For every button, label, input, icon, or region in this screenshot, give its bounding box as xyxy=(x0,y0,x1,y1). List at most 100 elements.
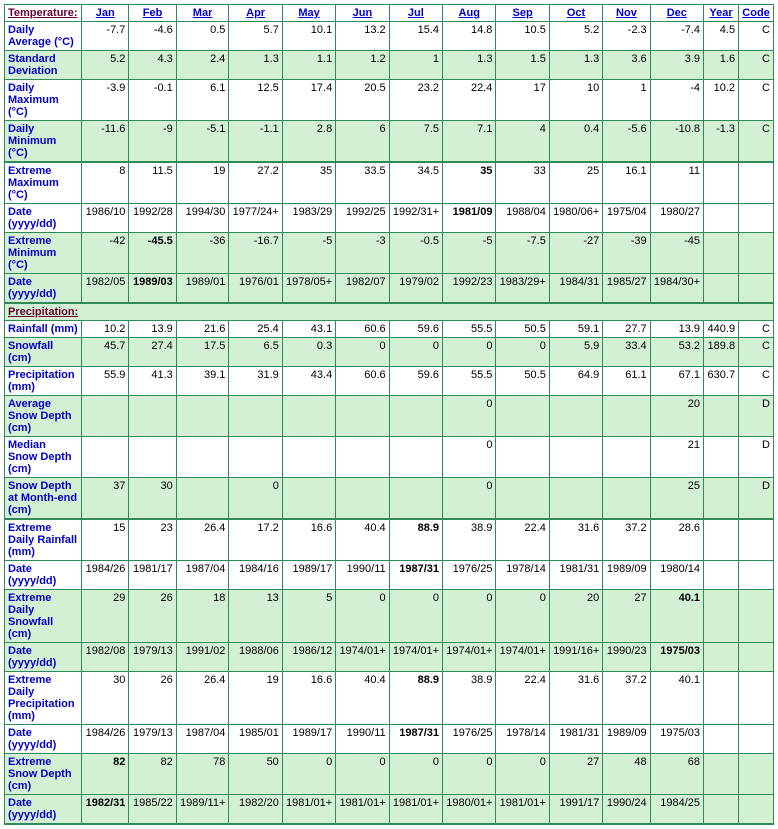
cell-median-snow-depth-2 xyxy=(176,437,229,478)
cell-median-snow-depth-1 xyxy=(129,437,176,478)
col-mar: Mar xyxy=(176,5,229,22)
cell-ext-daily-rain-date-7: 1976/25 xyxy=(443,561,496,590)
cell-daily-min-11: -10.8 xyxy=(650,121,703,163)
row-snowfall: Snowfall (cm)45.727.417.56.50.300005.933… xyxy=(5,338,774,367)
cell-ext-snow-depth-date-10: 1990/24 xyxy=(603,795,650,825)
cell-avg-snow-depth-13: D xyxy=(739,396,774,437)
cell-ext-daily-precip-date-13 xyxy=(739,725,774,754)
cell-daily-max-3: 12.5 xyxy=(229,80,282,121)
cell-ext-snow-depth-1: 82 xyxy=(129,754,176,795)
label-ext-max: Extreme Maximum (°C) xyxy=(5,162,82,204)
cell-ext-snow-depth-date-11: 1984/25 xyxy=(650,795,703,825)
col-may: May xyxy=(282,5,335,22)
cell-ext-daily-rain-1: 23 xyxy=(129,519,176,561)
cell-ext-daily-snow-8: 0 xyxy=(496,590,549,643)
cell-ext-daily-snow-1: 26 xyxy=(129,590,176,643)
cell-ext-daily-snow-date-4: 1986/12 xyxy=(282,643,335,672)
col-code: Code xyxy=(739,5,774,22)
cell-ext-daily-snow-date-2: 1991/02 xyxy=(176,643,229,672)
label-ext-daily-snow: Extreme Daily Snowfall (cm) xyxy=(5,590,82,643)
cell-ext-daily-precip-0: 30 xyxy=(82,672,129,725)
cell-std-dev-5: 1.2 xyxy=(336,51,389,80)
cell-ext-min-date-3: 1976/01 xyxy=(229,274,282,304)
cell-ext-snow-depth-date-12 xyxy=(704,795,739,825)
cell-ext-snow-depth-date-0: 1982/31 xyxy=(82,795,129,825)
cell-ext-daily-precip-date-6: 1987/31 xyxy=(389,725,442,754)
cell-snowfall-0: 45.7 xyxy=(82,338,129,367)
cell-ext-min-12 xyxy=(704,233,739,274)
label-ext-daily-precip: Extreme Daily Precipitation (mm) xyxy=(5,672,82,725)
cell-ext-snow-depth-date-6: 1981/01+ xyxy=(389,795,442,825)
cell-std-dev-9: 1.3 xyxy=(549,51,602,80)
cell-ext-snow-depth-3: 50 xyxy=(229,754,282,795)
cell-snowfall-1: 27.4 xyxy=(129,338,176,367)
cell-ext-max-date-4: 1983/29 xyxy=(282,204,335,233)
cell-ext-max-date-7: 1981/09 xyxy=(443,204,496,233)
row-rainfall: Rainfall (mm)10.213.921.625.443.160.659.… xyxy=(5,321,774,338)
cell-ext-daily-precip-5: 40.4 xyxy=(336,672,389,725)
cell-daily-min-1: -9 xyxy=(129,121,176,163)
cell-daily-avg-2: 0.5 xyxy=(176,22,229,51)
cell-precip-4: 43.4 xyxy=(282,367,335,396)
cell-daily-max-7: 22.4 xyxy=(443,80,496,121)
cell-ext-daily-rain-date-5: 1990/11 xyxy=(336,561,389,590)
cell-ext-max-2: 19 xyxy=(176,162,229,204)
cell-ext-snow-depth-date-3: 1982/20 xyxy=(229,795,282,825)
cell-ext-daily-snow-3: 13 xyxy=(229,590,282,643)
row-ext-max-date: Date (yyyy/dd)1986/101992/281994/301977/… xyxy=(5,204,774,233)
cell-daily-min-8: 4 xyxy=(496,121,549,163)
cell-ext-daily-precip-12 xyxy=(704,672,739,725)
cell-precip-9: 64.9 xyxy=(549,367,602,396)
cell-ext-snow-depth-12 xyxy=(704,754,739,795)
cell-daily-max-9: 10 xyxy=(549,80,602,121)
cell-daily-max-2: 6.1 xyxy=(176,80,229,121)
cell-ext-daily-rain-12 xyxy=(704,519,739,561)
cell-ext-max-4: 35 xyxy=(282,162,335,204)
label-daily-min: Daily Minimum (°C) xyxy=(5,121,82,163)
cell-ext-daily-precip-date-10: 1989/09 xyxy=(603,725,650,754)
cell-ext-max-6: 34.5 xyxy=(389,162,442,204)
cell-ext-daily-precip-2: 26.4 xyxy=(176,672,229,725)
cell-ext-snow-depth-date-5: 1981/01+ xyxy=(336,795,389,825)
cell-rainfall-2: 21.6 xyxy=(176,321,229,338)
cell-ext-daily-precip-6: 88.9 xyxy=(389,672,442,725)
cell-snowfall-3: 6.5 xyxy=(229,338,282,367)
cell-ext-min-6: -0.5 xyxy=(389,233,442,274)
cell-ext-daily-snow-date-7: 1974/01+ xyxy=(443,643,496,672)
label-avg-snow-depth: Average Snow Depth (cm) xyxy=(5,396,82,437)
label-ext-min-date: Date (yyyy/dd) xyxy=(5,274,82,304)
cell-precip-7: 55.5 xyxy=(443,367,496,396)
label-ext-daily-snow-date: Date (yyyy/dd) xyxy=(5,643,82,672)
cell-ext-min-date-1: 1989/03 xyxy=(129,274,176,304)
cell-ext-daily-rain-4: 16.6 xyxy=(282,519,335,561)
cell-snow-depth-month-end-6 xyxy=(389,478,442,520)
cell-ext-daily-precip-date-1: 1979/13 xyxy=(129,725,176,754)
cell-ext-daily-snow-date-8: 1974/01+ xyxy=(496,643,549,672)
cell-ext-daily-precip-date-11: 1975/03 xyxy=(650,725,703,754)
cell-ext-snow-depth-date-1: 1985/22 xyxy=(129,795,176,825)
cell-ext-min-date-5: 1982/07 xyxy=(336,274,389,304)
cell-ext-max-5: 33.5 xyxy=(336,162,389,204)
cell-avg-snow-depth-2 xyxy=(176,396,229,437)
cell-daily-avg-4: 10.1 xyxy=(282,22,335,51)
cell-snow-depth-month-end-0: 37 xyxy=(82,478,129,520)
cell-ext-daily-snow-date-0: 1982/08 xyxy=(82,643,129,672)
row-daily-max: Daily Maximum (°C)-3.9-0.16.112.517.420.… xyxy=(5,80,774,121)
cell-avg-snow-depth-3 xyxy=(229,396,282,437)
cell-ext-daily-precip-3: 19 xyxy=(229,672,282,725)
cell-ext-max-date-10: 1975/04 xyxy=(603,204,650,233)
cell-daily-avg-6: 15.4 xyxy=(389,22,442,51)
row-daily-avg-data: Daily Average (°C)-7.7-4.60.55.710.113.2… xyxy=(5,22,774,51)
cell-daily-min-9: 0.4 xyxy=(549,121,602,163)
cell-snow-depth-month-end-11: 25 xyxy=(650,478,703,520)
cell-ext-snow-depth-6: 0 xyxy=(389,754,442,795)
cell-ext-snow-depth-date-7: 1980/01+ xyxy=(443,795,496,825)
cell-precip-5: 60.6 xyxy=(336,367,389,396)
cell-daily-min-6: 7.5 xyxy=(389,121,442,163)
cell-daily-avg-13: C xyxy=(739,22,774,51)
cell-ext-daily-precip-date-7: 1976/25 xyxy=(443,725,496,754)
col-aug: Aug xyxy=(443,5,496,22)
cell-ext-daily-rain-date-6: 1987/31 xyxy=(389,561,442,590)
row-ext-max: Extreme Maximum (°C)811.51927.23533.534.… xyxy=(5,162,774,204)
cell-daily-avg-1: -4.6 xyxy=(129,22,176,51)
